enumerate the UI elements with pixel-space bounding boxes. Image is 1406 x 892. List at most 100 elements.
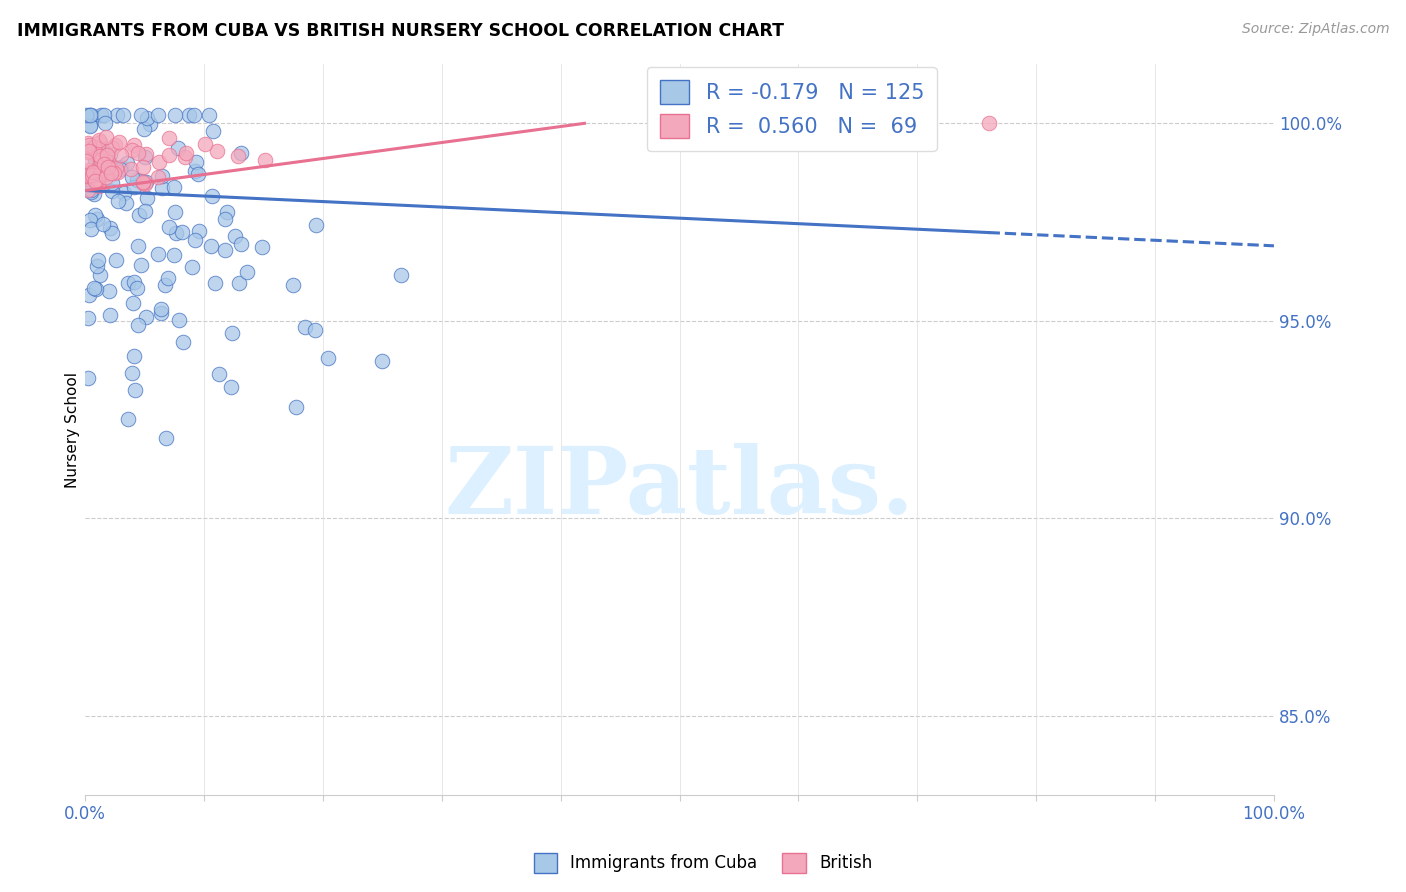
Point	[76, 136, 98, 151]
Point	[120, 162, 142, 177]
Point	[83, 140, 105, 154]
Point	[146, 169, 169, 184]
Text: IMMIGRANTS FROM CUBA VS BRITISH NURSERY SCHOOL CORRELATION CHART: IMMIGRANTS FROM CUBA VS BRITISH NURSERY …	[17, 22, 785, 40]
Point	[122, 349, 145, 363]
Point	[226, 149, 249, 163]
Point	[163, 248, 186, 262]
Point	[80, 185, 103, 199]
Point	[231, 146, 253, 161]
Point	[87, 178, 110, 193]
Point	[201, 124, 224, 138]
Point	[86, 259, 108, 273]
Point	[201, 189, 224, 203]
Point	[128, 209, 150, 223]
Point	[131, 174, 153, 188]
Point	[129, 108, 152, 122]
Point	[83, 140, 105, 154]
Text: Source: ZipAtlas.com: Source: ZipAtlas.com	[1241, 22, 1389, 37]
Point	[89, 158, 111, 172]
Point	[172, 335, 194, 350]
Point	[231, 237, 253, 252]
Y-axis label: Nursery School: Nursery School	[65, 372, 80, 488]
Point	[150, 306, 173, 320]
Point	[121, 170, 143, 185]
Point	[91, 151, 114, 165]
Point	[132, 122, 155, 136]
Point	[94, 130, 117, 145]
Point	[89, 135, 111, 149]
Point	[112, 108, 135, 122]
Point	[198, 108, 221, 122]
Point	[205, 144, 228, 158]
Point	[87, 178, 110, 193]
Point	[100, 177, 122, 191]
Point	[77, 171, 100, 186]
Point	[125, 280, 148, 294]
Point	[194, 136, 217, 151]
Point	[148, 108, 170, 122]
Point	[214, 243, 236, 257]
Point	[127, 318, 149, 333]
Point	[89, 268, 111, 282]
Point	[184, 233, 207, 247]
Point	[117, 276, 139, 290]
Point	[84, 152, 107, 166]
Point	[121, 295, 143, 310]
Point	[184, 155, 207, 169]
Point	[316, 351, 339, 365]
Point	[84, 166, 107, 180]
Legend: R = -0.179   N = 125, R =  0.560   N =  69: R = -0.179 N = 125, R = 0.560 N = 69	[647, 67, 936, 151]
Point	[112, 186, 135, 201]
Point	[84, 147, 107, 161]
Point	[135, 310, 157, 324]
Point	[135, 147, 157, 161]
Point	[79, 108, 101, 122]
Point	[79, 212, 101, 227]
Point	[157, 148, 180, 162]
Point	[135, 111, 157, 125]
Point	[77, 288, 100, 302]
Point	[179, 108, 201, 122]
Point	[100, 184, 122, 198]
Point	[146, 246, 169, 260]
Point	[200, 238, 222, 252]
Point	[150, 181, 173, 195]
Point	[208, 367, 231, 381]
Point	[221, 326, 243, 340]
Point	[117, 412, 139, 426]
Point	[96, 170, 118, 185]
Point	[97, 154, 120, 169]
Point	[100, 166, 122, 180]
Point	[83, 187, 105, 202]
Point	[183, 108, 205, 122]
Point	[174, 146, 197, 161]
Point	[172, 225, 194, 239]
Point	[136, 191, 159, 205]
Point	[79, 118, 101, 132]
Point	[157, 219, 180, 234]
Point	[127, 145, 149, 160]
Point	[219, 380, 242, 394]
Point	[80, 168, 103, 182]
Point	[371, 354, 394, 368]
Point	[157, 131, 180, 145]
Point	[135, 175, 157, 189]
Point	[121, 143, 143, 157]
Point	[83, 281, 105, 295]
Point	[165, 204, 187, 219]
Point	[132, 161, 155, 175]
Point	[148, 155, 170, 169]
Point	[77, 166, 100, 180]
Point	[165, 226, 187, 240]
Point	[93, 157, 115, 171]
Point	[90, 108, 112, 122]
Point	[82, 163, 104, 178]
Point	[163, 179, 186, 194]
Point	[149, 302, 172, 317]
Point	[132, 177, 155, 191]
Point	[124, 383, 146, 397]
Point	[79, 119, 101, 133]
Point	[97, 284, 120, 298]
Point	[389, 268, 412, 283]
Point	[132, 175, 155, 189]
